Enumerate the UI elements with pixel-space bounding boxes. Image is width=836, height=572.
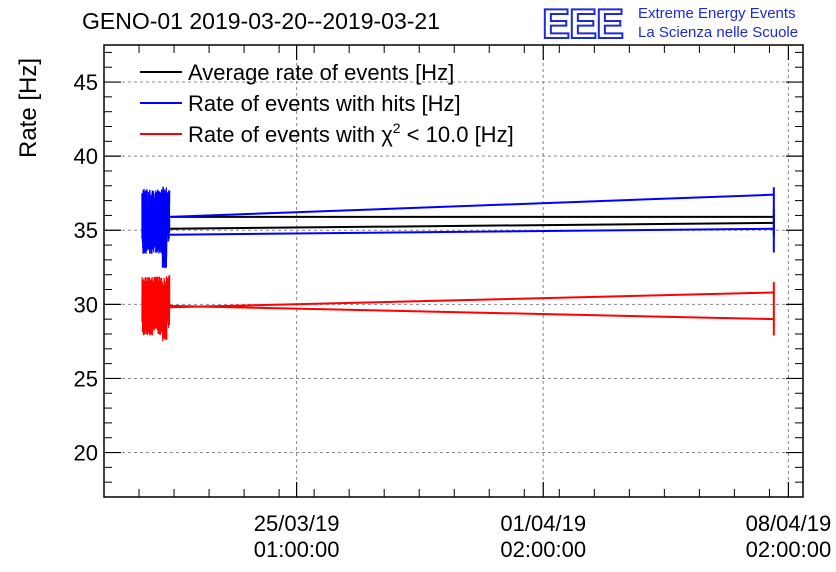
series-fluctuation: [166, 275, 171, 329]
legend: Average rate of events [Hz] Rate of event…: [140, 60, 514, 147]
logo-line-2: La Scienza nelle Scuole: [638, 24, 799, 41]
y-tick-label: 35: [74, 218, 98, 243]
x-tick-time: 02:00:00: [746, 537, 832, 562]
series-segment: [169, 221, 774, 230]
series-fluctuation: [141, 276, 163, 336]
legend-entry: Rate of events with χ2 < 10.0 [Hz]: [188, 120, 514, 147]
series-segment: [169, 227, 774, 236]
data-series: [141, 186, 775, 342]
y-tick-label: 45: [74, 70, 98, 95]
series-0000ff: [141, 186, 775, 269]
x-tick-date: 08/04/19: [746, 511, 832, 536]
y-tick-label: 25: [74, 366, 98, 391]
x-tick-date: 01/04/19: [500, 511, 586, 536]
plot-frame: [103, 44, 804, 498]
series-fluctuation: [161, 276, 168, 342]
axes: 20253035404525/03/1901:00:0001/04/1902:0…: [74, 45, 832, 562]
logo-caption: Extreme Energy Events La Scienza nelle S…: [638, 4, 798, 42]
x-tick-time: 02:00:00: [500, 537, 586, 562]
series-fluctuation: [166, 190, 171, 242]
series-ff0000: [141, 275, 775, 342]
logo-line-1: Extreme Energy Events: [638, 5, 796, 22]
y-tick-label: 30: [74, 292, 98, 317]
eee-logo: EEE: [541, 0, 625, 47]
series-fluctuation: [141, 188, 163, 254]
x-tick-time: 01:00:00: [254, 537, 340, 562]
chart-title: GENO-01 2019-03-20--2019-03-21: [82, 8, 440, 34]
series-segment: [169, 291, 774, 309]
legend-entry: Rate of events with hits [Hz]: [188, 91, 461, 116]
y-tick-label: 40: [74, 144, 98, 169]
y-tick-label: 20: [74, 441, 98, 466]
series-segment: [169, 193, 774, 218]
legend-entry: Average rate of events [Hz]: [188, 60, 454, 85]
series-fluctuation: [161, 186, 168, 269]
x-tick-date: 25/03/19: [254, 511, 340, 536]
series-segment: [169, 304, 774, 321]
